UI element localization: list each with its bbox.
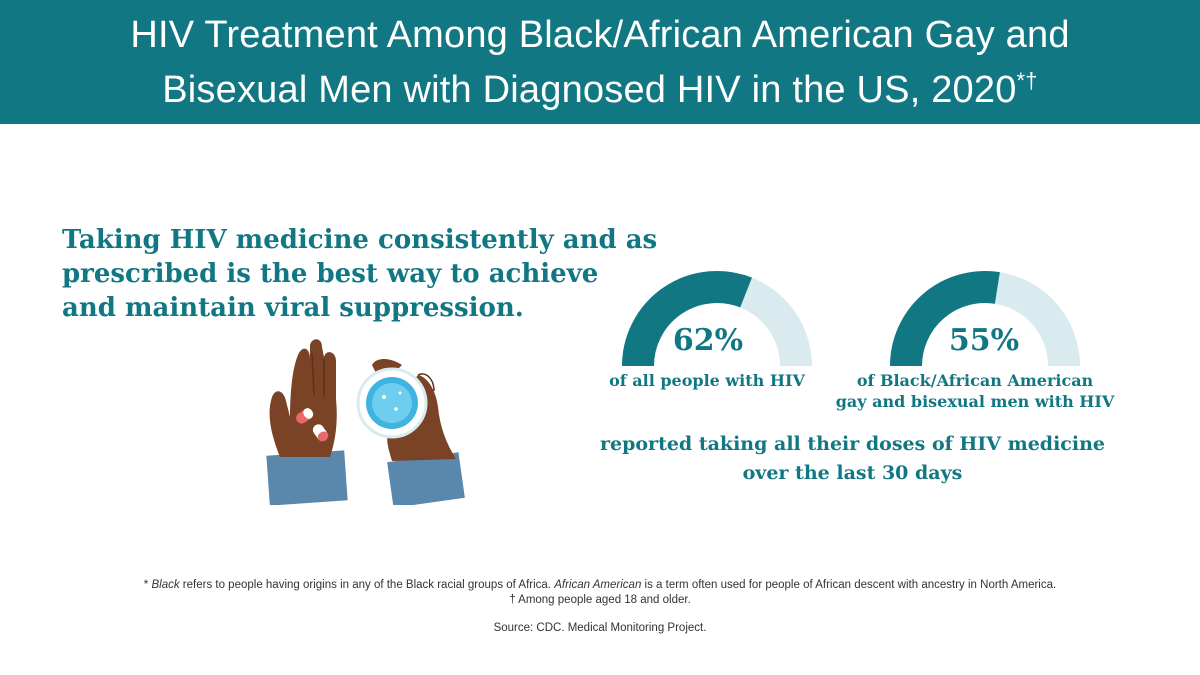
page-title-line-2-text: Bisexual Men with Diagnosed HIV in the U… [162, 68, 1017, 111]
gauge-label-all-people: of all people with HIV [567, 370, 847, 391]
page-title-line-1: HIV Treatment Among Black/African Americ… [130, 13, 1070, 56]
source-citation: Source: CDC. Medical Monitoring Project. [493, 622, 707, 634]
lead-statement: Taking HIV medicine consistently and as … [62, 223, 658, 325]
reported-statement: reported taking all their doses of HIV m… [560, 430, 1145, 488]
gauge-all-people [622, 271, 812, 367]
lead-line-2: prescribed is the best way to achieve [62, 259, 599, 289]
footnote-black-definition: refers to people having origins in any o… [179, 579, 555, 591]
gauge-value-black-aa-msm: 55% [948, 323, 1020, 358]
reported-line-1: reported taking all their doses of HIV m… [600, 433, 1105, 455]
gauge-label-all-people-line-1: of all people with HIV [609, 371, 805, 390]
hand-holding-pills-icon [266, 339, 348, 505]
gauge-value-all-people: 62% [672, 323, 744, 358]
page-title-line-2: Bisexual Men with Diagnosed HIV in the U… [162, 58, 1038, 113]
hands-medication-illustration [266, 339, 465, 505]
gauge-label-black-aa-msm: of Black/African American gay and bisexu… [835, 370, 1115, 412]
title-footnote-marks: *† [1016, 67, 1038, 93]
footnote-definitions: * Black refers to people having origins … [0, 578, 1200, 593]
title-banner: HIV Treatment Among Black/African Americ… [0, 0, 1200, 124]
reported-line-2: over the last 30 days [742, 462, 963, 484]
footnote-star-mark: * [143, 579, 149, 591]
footnote-aa-definition: is a term often used for people of Afric… [641, 579, 1057, 591]
lead-line-1: Taking HIV medicine consistently and as [62, 225, 658, 255]
footnote-black-term: Black [151, 579, 180, 591]
footnote-age: † Among people aged 18 and older. [509, 594, 691, 606]
gauge-black-aa-msm [890, 271, 1080, 367]
footnotes: * Black refers to people having origins … [0, 578, 1200, 636]
gauge-fill [622, 271, 752, 367]
gauge-label-black-aa-msm-line-1: of Black/African American [856, 371, 1094, 390]
footnote-aa-term: African American [554, 579, 642, 591]
hand-holding-water-glass-icon [356, 359, 465, 505]
gauge-label-black-aa-msm-line-2: gay and bisexual men with HIV [835, 392, 1115, 411]
lead-line-3: and maintain viral suppression. [62, 293, 524, 323]
gauge-fill [890, 271, 1000, 367]
